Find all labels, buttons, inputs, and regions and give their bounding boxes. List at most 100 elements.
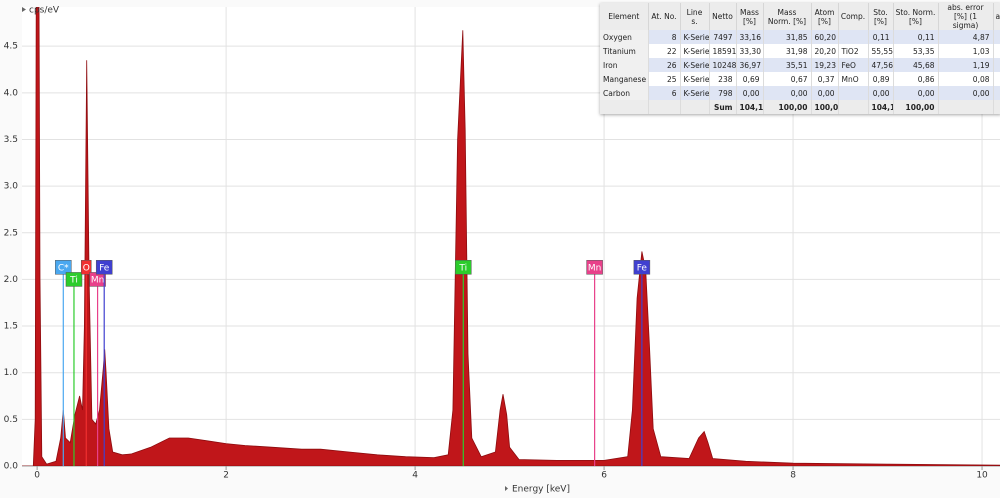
x-tick-label: 10: [976, 471, 988, 481]
table-cell: 0,37: [811, 72, 839, 86]
column-header[interactable]: a: [993, 3, 1000, 30]
table-cell: 0,67: [763, 72, 812, 86]
quantification-table: Element At. No. Line s. Netto Mass [%] Mass N…: [600, 3, 1000, 114]
element-label: C*: [58, 263, 69, 273]
table-cell: [838, 30, 869, 44]
table-cell: 0,00: [938, 86, 994, 100]
table-row: Iron 26 K-Serie 10248 36,97 35,51 19,23 FeO 47,5…: [600, 58, 1000, 72]
y-tick-label: 3.0: [4, 182, 19, 192]
spectrum-area: [22, 7, 1000, 466]
table-cell: 238: [709, 72, 737, 86]
table-cell: 104,12: [736, 100, 764, 114]
x-tick-label: 8: [790, 471, 796, 481]
table-cell: K-Serie: [680, 58, 710, 72]
table-cell: 19,23: [811, 58, 839, 72]
table-cell: [648, 100, 681, 114]
table-cell: 33,30: [736, 44, 764, 58]
table-cell: [993, 44, 1000, 58]
table-cell: 6: [648, 86, 681, 100]
table-row: Manganese 25 K-Serie 238 0,69 0,67 0,37 MnO 0,89…: [600, 72, 1000, 86]
table-cell: 1,19: [938, 58, 994, 72]
table-cell: [993, 30, 1000, 44]
table-cell: 18591: [709, 44, 737, 58]
table-cell: 0,00: [736, 86, 764, 100]
element-label-box: [455, 260, 472, 275]
table-cell: 100,00: [811, 100, 839, 114]
column-header[interactable]: Netto: [709, 3, 737, 30]
table-cell: 0,00: [763, 86, 812, 100]
table-cell: [993, 100, 1000, 114]
table-cell: K-Serie: [680, 30, 710, 44]
table-cell: [600, 100, 649, 114]
element-label: Mn: [588, 263, 601, 273]
column-header[interactable]: Line s.: [680, 3, 710, 30]
table-cell: 53,35: [893, 44, 939, 58]
table-cell: 104,12: [868, 100, 894, 114]
table-cell: [993, 58, 1000, 72]
table-cell: 100,00: [763, 100, 812, 114]
y-tick-label: 0.5: [4, 415, 18, 425]
table-cell: [938, 100, 994, 114]
column-header[interactable]: Mass [%]: [736, 3, 764, 30]
element-label-box: [95, 260, 113, 275]
column-header[interactable]: Comp.: [838, 3, 869, 30]
table-cell: 0,00: [868, 86, 894, 100]
column-header[interactable]: Element: [600, 3, 649, 30]
table-cell: 33,16: [736, 30, 764, 44]
table-row: Oxygen 8 K-Serie 7497 33,16 31,85 60,20 0,11 0,1…: [600, 30, 1000, 44]
table-cell: [993, 86, 1000, 100]
table-cell: [993, 72, 1000, 86]
table-cell: TiO2: [838, 44, 869, 58]
x-tick-label: 2: [223, 471, 229, 481]
table-cell: 1,03: [938, 44, 994, 58]
table-cell: 31,98: [763, 44, 812, 58]
column-header[interactable]: Sto. [%]: [868, 3, 894, 30]
table-cell: 0,86: [893, 72, 939, 86]
element-label-box: [65, 272, 83, 287]
table-cell: K-Serie: [680, 72, 710, 86]
table-cell: 0,11: [868, 30, 894, 44]
table-cell: 55,55: [868, 44, 894, 58]
element-label: Fe: [637, 263, 648, 273]
element-label-box: [586, 260, 603, 275]
column-header[interactable]: Atom [%]: [811, 3, 839, 30]
element-label-box: [633, 260, 651, 275]
column-header[interactable]: Sto. Norm. [%]: [893, 3, 939, 30]
y-tick-label: 0.0: [4, 462, 19, 472]
table-cell: [680, 100, 710, 114]
element-label: O: [83, 263, 90, 273]
table-cell: 4,87: [938, 30, 994, 44]
table-cell: 0,00: [893, 86, 939, 100]
x-tick-label: 6: [601, 471, 607, 481]
y-tick-label: 2.5: [4, 228, 18, 238]
element-label: Fe: [99, 263, 110, 273]
table-cell: Oxygen: [600, 30, 649, 44]
x-tick-label: 0: [34, 471, 40, 481]
column-header[interactable]: Mass Norm. [%]: [763, 3, 812, 30]
element-label: Ti: [69, 275, 78, 285]
table-cell: [838, 100, 869, 114]
y-axis-arrow: [22, 7, 26, 12]
table-cell: Iron: [600, 58, 649, 72]
table-cell: 60,20: [811, 30, 839, 44]
table-cell: 0,11: [893, 30, 939, 44]
y-tick-label: 3.5: [4, 135, 18, 145]
table-cell: 0,00: [811, 86, 839, 100]
table-row: Titanium 22 K-Serie 18591 33,30 31,98 20,20 TiO…: [600, 44, 1000, 58]
column-header[interactable]: abs. error [%] (1 sigma): [938, 3, 994, 30]
table-cell: 8: [648, 30, 681, 44]
table-cell: FeO: [838, 58, 869, 72]
table-cell: 10248: [709, 58, 737, 72]
table-cell: 36,97: [736, 58, 764, 72]
y-tick-label: 1.0: [4, 368, 19, 378]
table-cell: 7497: [709, 30, 737, 44]
table-cell: 35,51: [763, 58, 812, 72]
x-tick-label: 4: [412, 471, 418, 481]
element-label: Ti: [458, 263, 467, 273]
table-row: Carbon 6 K-Serie 798 0,00 0,00 0,00 0,00 0,00 0,0…: [600, 86, 1000, 100]
element-label: Mn: [91, 275, 104, 285]
column-header[interactable]: At. No.: [648, 3, 681, 30]
element-label-box: [81, 260, 92, 275]
table-cell: 26: [648, 58, 681, 72]
